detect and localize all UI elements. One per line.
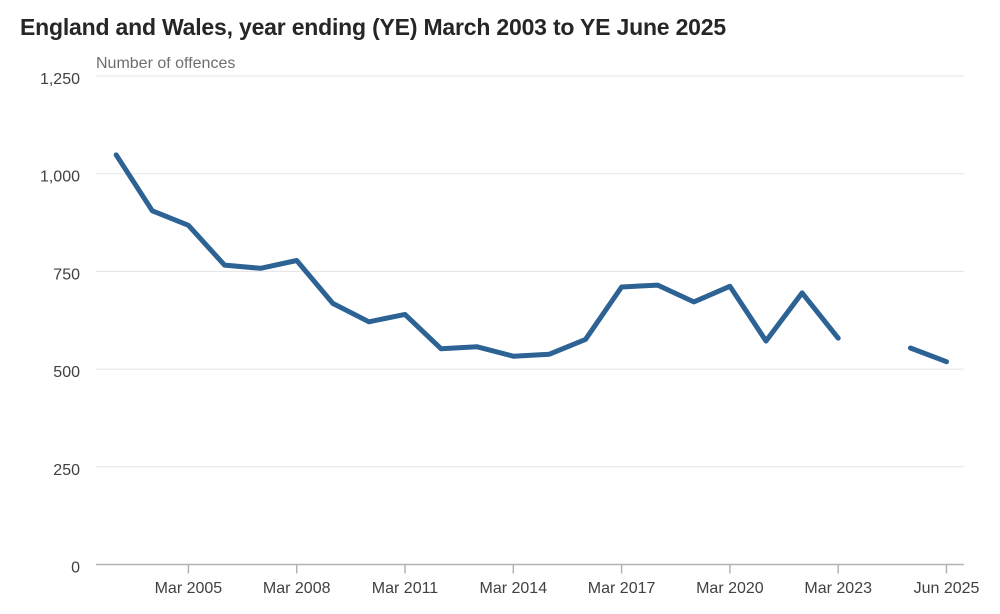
data-line (113, 152, 841, 359)
chart-title: England and Wales, year ending (YE) Marc… (20, 14, 726, 40)
y-axis-tick-label: 1,250 (40, 71, 80, 88)
x-axis-tick-label: Mar 2017 (588, 580, 656, 597)
y-axis-tick-label: 500 (53, 364, 80, 381)
y-axis-caption-wrapper: Number of offences (96, 57, 235, 75)
x-axis-tick-label: Mar 2011 (372, 580, 439, 597)
y-axis-tick-label: 750 (53, 266, 80, 283)
y-axis-caption: Number of offences (96, 57, 236, 72)
y-axis-tick-label: 1,000 (40, 169, 80, 186)
x-axis-tick-label: Mar 2020 (696, 580, 764, 597)
x-axis-tick-label: Mar 2008 (263, 580, 331, 597)
x-axis-tick-label: Jun 2025 (914, 580, 980, 597)
x-axis-tick-label: Mar 2023 (804, 580, 872, 597)
data-line (907, 345, 949, 365)
x-axis-tick-label: Mar 2005 (155, 580, 223, 597)
x-axis-tick-label: Mar 2014 (480, 580, 548, 597)
y-axis-tick-label: 250 (53, 462, 80, 479)
y-axis-tick-label: 0 (71, 560, 80, 577)
